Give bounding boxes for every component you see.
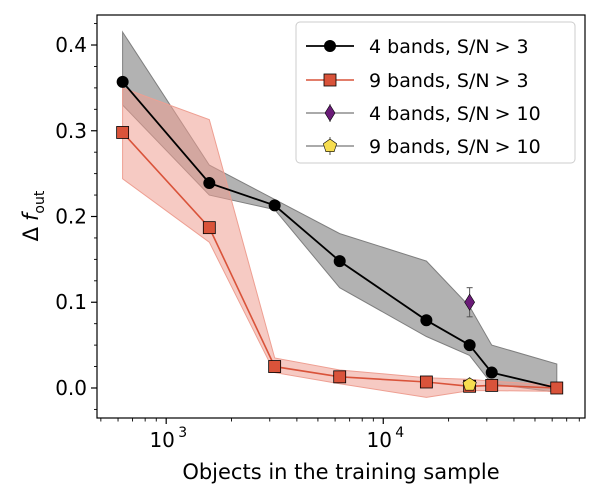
point-series-4-1 (462, 377, 477, 391)
point-series-1-3 (268, 199, 281, 212)
point-series-1-1 (116, 75, 129, 88)
point-series-1-7 (485, 366, 498, 379)
y-axis-title-main: Δ (19, 226, 43, 241)
legend-label-2: 9 bands, S/N > 3 (369, 70, 529, 92)
point-series-2-2 (202, 221, 216, 235)
legend-label-main-3: 4 bands, S/N (369, 103, 490, 125)
legend-label-3: 4 bands, S/N > 10 (369, 103, 541, 125)
legend-label-main-2: 9 bands, S/N (369, 70, 490, 92)
legend-label-main-4: 9 bands, S/N (369, 136, 490, 158)
legend-marker-3 (324, 104, 336, 122)
y-axis: 0.0 0.1 0.2 0.3 0.4 (55, 23, 97, 410)
legend: 4 bands, S/N > 39 bands, S/N > 34 bands, S… (295, 21, 576, 164)
y-axis-title: Δfout (19, 190, 48, 241)
point-series-1-5 (420, 314, 433, 327)
legend-label-main-1: 4 bands, S/N (369, 36, 490, 58)
legend-label-tail-2: > 3 (495, 70, 529, 92)
x-axis: 10 3 10 4 (100, 418, 580, 452)
x-tick-label-exp-2: 4 (395, 425, 404, 441)
legend-label-1: 4 bands, S/N > 3 (369, 36, 529, 58)
legend-label-tail-4: > 10 (495, 136, 541, 158)
point-series-1-2 (203, 177, 216, 190)
legend-label-4: 9 bands, S/N > 10 (369, 136, 541, 158)
point-series-2-4 (333, 370, 347, 384)
point-series-2-1 (116, 126, 130, 139)
x-tick-label-1: 10 (149, 428, 174, 452)
y-tick-label-4: 0.3 (55, 119, 87, 143)
point-series-1-4 (333, 255, 346, 268)
legend-marker-2 (323, 73, 337, 87)
legend-label-tail-1: > 3 (495, 36, 529, 58)
y-tick-label-2: 0.1 (55, 290, 87, 314)
y-tick-label-5: 0.4 (55, 33, 87, 57)
y-tick-label-3: 0.2 (55, 205, 87, 229)
point-series-2-8 (550, 381, 564, 395)
marker-layer (116, 75, 564, 395)
legend-marker-4 (322, 138, 338, 152)
y-axis-title-var: f (19, 210, 43, 221)
point-series-2-3 (268, 360, 282, 373)
legend-marker-1 (324, 40, 336, 52)
legend-box (295, 21, 576, 164)
point-series-3-1 (464, 293, 475, 311)
x-tick-label-2: 10 (367, 428, 392, 452)
point-series-1-6 (463, 339, 476, 352)
legend-label-tail-3: > 10 (495, 103, 541, 125)
y-axis-title-sub: out (32, 190, 48, 213)
x-axis-title: Objects in the training sample (182, 460, 499, 484)
y-tick-label-1: 0.0 (55, 376, 87, 400)
x-tick-label-exp-1: 3 (178, 425, 187, 441)
point-series-2-5 (419, 375, 433, 389)
point-series-2-7 (485, 379, 499, 392)
